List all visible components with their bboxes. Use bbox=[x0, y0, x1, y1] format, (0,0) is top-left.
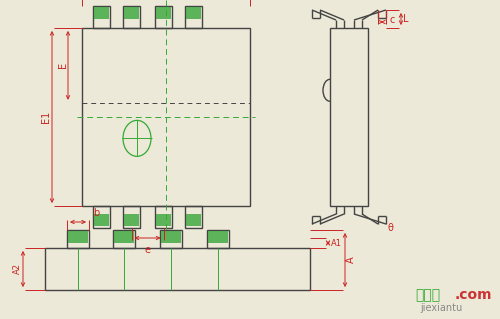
Text: E1: E1 bbox=[41, 111, 51, 123]
Text: 接线图: 接线图 bbox=[415, 288, 440, 302]
Bar bbox=[155, 6, 172, 28]
Bar bbox=[155, 206, 172, 228]
Bar bbox=[208, 231, 228, 243]
Bar bbox=[113, 230, 135, 248]
Text: L: L bbox=[403, 14, 409, 24]
Bar bbox=[68, 231, 88, 243]
Bar bbox=[82, 28, 250, 206]
Bar bbox=[124, 7, 139, 19]
Bar bbox=[330, 28, 368, 206]
Bar bbox=[161, 231, 181, 243]
Bar bbox=[185, 6, 202, 28]
Text: c: c bbox=[390, 15, 394, 25]
Bar bbox=[156, 214, 171, 226]
Text: A2: A2 bbox=[12, 263, 22, 275]
Bar bbox=[93, 206, 110, 228]
Bar bbox=[123, 206, 140, 228]
Text: b: b bbox=[93, 208, 99, 218]
Bar bbox=[94, 7, 109, 19]
Bar bbox=[93, 6, 110, 28]
Text: θ: θ bbox=[387, 223, 393, 233]
Text: jiexiantu: jiexiantu bbox=[420, 303, 462, 313]
Bar bbox=[114, 231, 134, 243]
Text: .com: .com bbox=[455, 288, 492, 302]
Bar bbox=[186, 214, 201, 226]
Bar bbox=[124, 214, 139, 226]
Bar bbox=[94, 214, 109, 226]
Bar bbox=[156, 7, 171, 19]
Bar bbox=[67, 230, 89, 248]
Text: A1: A1 bbox=[330, 239, 342, 248]
Text: A: A bbox=[346, 257, 356, 263]
Bar bbox=[45, 248, 310, 290]
Bar bbox=[123, 6, 140, 28]
Bar bbox=[185, 206, 202, 228]
Text: e: e bbox=[144, 245, 150, 255]
Bar bbox=[160, 230, 182, 248]
Bar bbox=[186, 7, 201, 19]
Text: E: E bbox=[58, 62, 68, 69]
Bar bbox=[207, 230, 229, 248]
